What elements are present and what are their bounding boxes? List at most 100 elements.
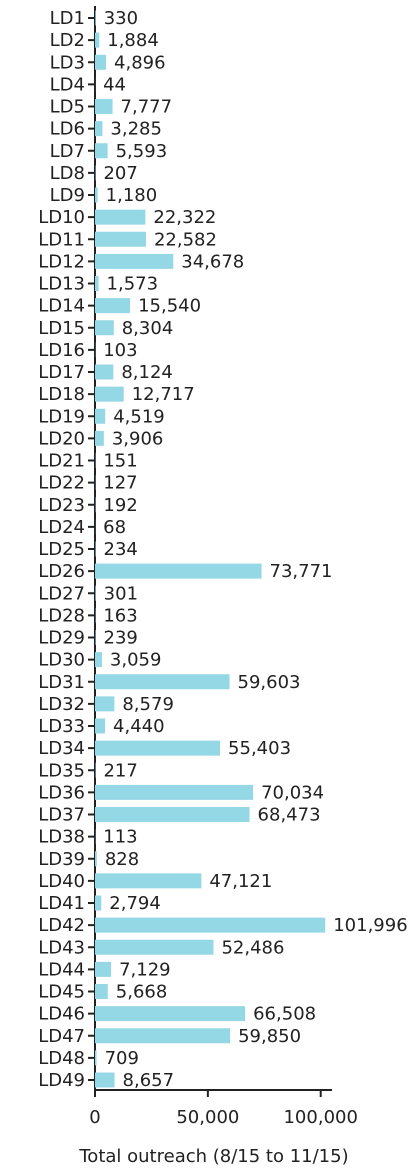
value-label: 55,403 (228, 738, 291, 759)
value-label: 7,777 (121, 97, 173, 118)
value-label: 192 (103, 495, 137, 516)
value-label: 4,519 (113, 406, 165, 427)
value-label: 103 (103, 340, 137, 361)
bar (95, 254, 173, 269)
bar (95, 873, 201, 888)
value-label: 73,771 (270, 561, 333, 582)
y-tick-label: LD31 (38, 672, 85, 693)
bar (95, 409, 105, 424)
value-label: 8,657 (123, 1070, 175, 1091)
bar (95, 11, 96, 26)
y-tick-label: LD15 (38, 318, 85, 339)
bar (95, 940, 213, 955)
value-label: 113 (103, 827, 137, 848)
value-label: 4,896 (114, 52, 166, 73)
bar (95, 320, 114, 335)
value-label: 3,059 (110, 650, 162, 671)
value-label: 207 (103, 163, 137, 184)
y-tick-label: LD17 (38, 362, 85, 383)
value-label: 5,668 (116, 982, 168, 1003)
y-tick-label: LD30 (38, 650, 85, 671)
bar (95, 365, 113, 380)
x-tick-label: 50,000 (176, 1107, 239, 1128)
bar (95, 431, 104, 446)
value-label: 66,508 (253, 1004, 316, 1025)
bar (95, 741, 220, 756)
y-tick-label: LD18 (38, 384, 85, 405)
y-tick-label: LD32 (38, 694, 85, 715)
x-axis-label: Total outreach (8/15 to 11/15) (78, 1146, 348, 1167)
y-tick-label: LD22 (38, 473, 85, 494)
bar (95, 1028, 230, 1043)
bar (95, 984, 108, 999)
value-label: 52,486 (221, 937, 284, 958)
bar (95, 1006, 245, 1021)
x-tick-label: 0 (89, 1107, 100, 1128)
value-label: 151 (103, 451, 137, 472)
bar (95, 276, 99, 291)
y-tick-label: LD2 (50, 30, 85, 51)
bar (95, 99, 113, 114)
y-tick-label: LD47 (38, 1026, 85, 1047)
value-label: 239 (104, 628, 138, 649)
bar (95, 55, 106, 70)
value-label: 44 (103, 74, 126, 95)
y-tick-label: LD23 (38, 495, 85, 516)
bar (95, 674, 230, 689)
bar (95, 542, 96, 557)
y-tick-label: LD16 (38, 340, 85, 361)
y-tick-label: LD20 (38, 428, 85, 449)
value-label: 301 (104, 583, 138, 604)
y-tick-label: LD12 (38, 251, 85, 272)
y-tick-label: LD9 (50, 185, 85, 206)
value-label: 59,850 (238, 1026, 301, 1047)
value-label: 68 (103, 517, 126, 538)
bar (95, 1050, 97, 1065)
value-label: 828 (105, 849, 139, 870)
y-tick-label: LD28 (38, 605, 85, 626)
bar (95, 851, 97, 866)
bar (95, 188, 98, 203)
value-label: 68,473 (258, 805, 321, 826)
bar (95, 387, 124, 402)
y-tick-label: LD49 (38, 1070, 85, 1091)
y-tick-label: LD5 (50, 97, 85, 118)
y-tick-label: LD19 (38, 406, 85, 427)
value-label: 3,906 (112, 428, 164, 449)
y-tick-label: LD38 (38, 827, 85, 848)
bar (95, 564, 262, 579)
value-label: 8,124 (121, 362, 173, 383)
value-label: 70,034 (261, 782, 324, 803)
value-label: 101,996 (333, 915, 407, 936)
value-label: 163 (103, 605, 137, 626)
y-tick-label: LD13 (38, 274, 85, 295)
x-tick-label: 100,000 (283, 1107, 357, 1128)
bar (95, 586, 96, 601)
value-label: 1,884 (107, 30, 159, 51)
y-tick-label: LD4 (50, 74, 85, 95)
y-tick-label: LD21 (38, 451, 85, 472)
value-label: 5,593 (116, 141, 168, 162)
y-tick-label: LD27 (38, 583, 85, 604)
y-tick-label: LD40 (38, 871, 85, 892)
value-label: 15,540 (138, 296, 201, 317)
y-tick-label: LD8 (50, 163, 85, 184)
y-tick-label: LD14 (38, 296, 85, 317)
value-label: 34,678 (181, 251, 244, 272)
bar (95, 696, 114, 711)
y-tick-label: LD24 (38, 517, 85, 538)
bar (95, 630, 96, 645)
bar (95, 143, 108, 158)
y-tick-label: LD7 (50, 141, 85, 162)
bar (95, 918, 325, 933)
y-tick-label: LD36 (38, 782, 85, 803)
bar (95, 232, 146, 247)
y-tick-label: LD6 (50, 119, 85, 140)
y-tick-label: LD43 (38, 937, 85, 958)
y-tick-label: LD34 (38, 738, 85, 759)
y-tick-label: LD1 (50, 8, 85, 29)
y-tick-label: LD10 (38, 207, 85, 228)
bar (95, 33, 99, 48)
value-label: 1,573 (107, 274, 159, 295)
